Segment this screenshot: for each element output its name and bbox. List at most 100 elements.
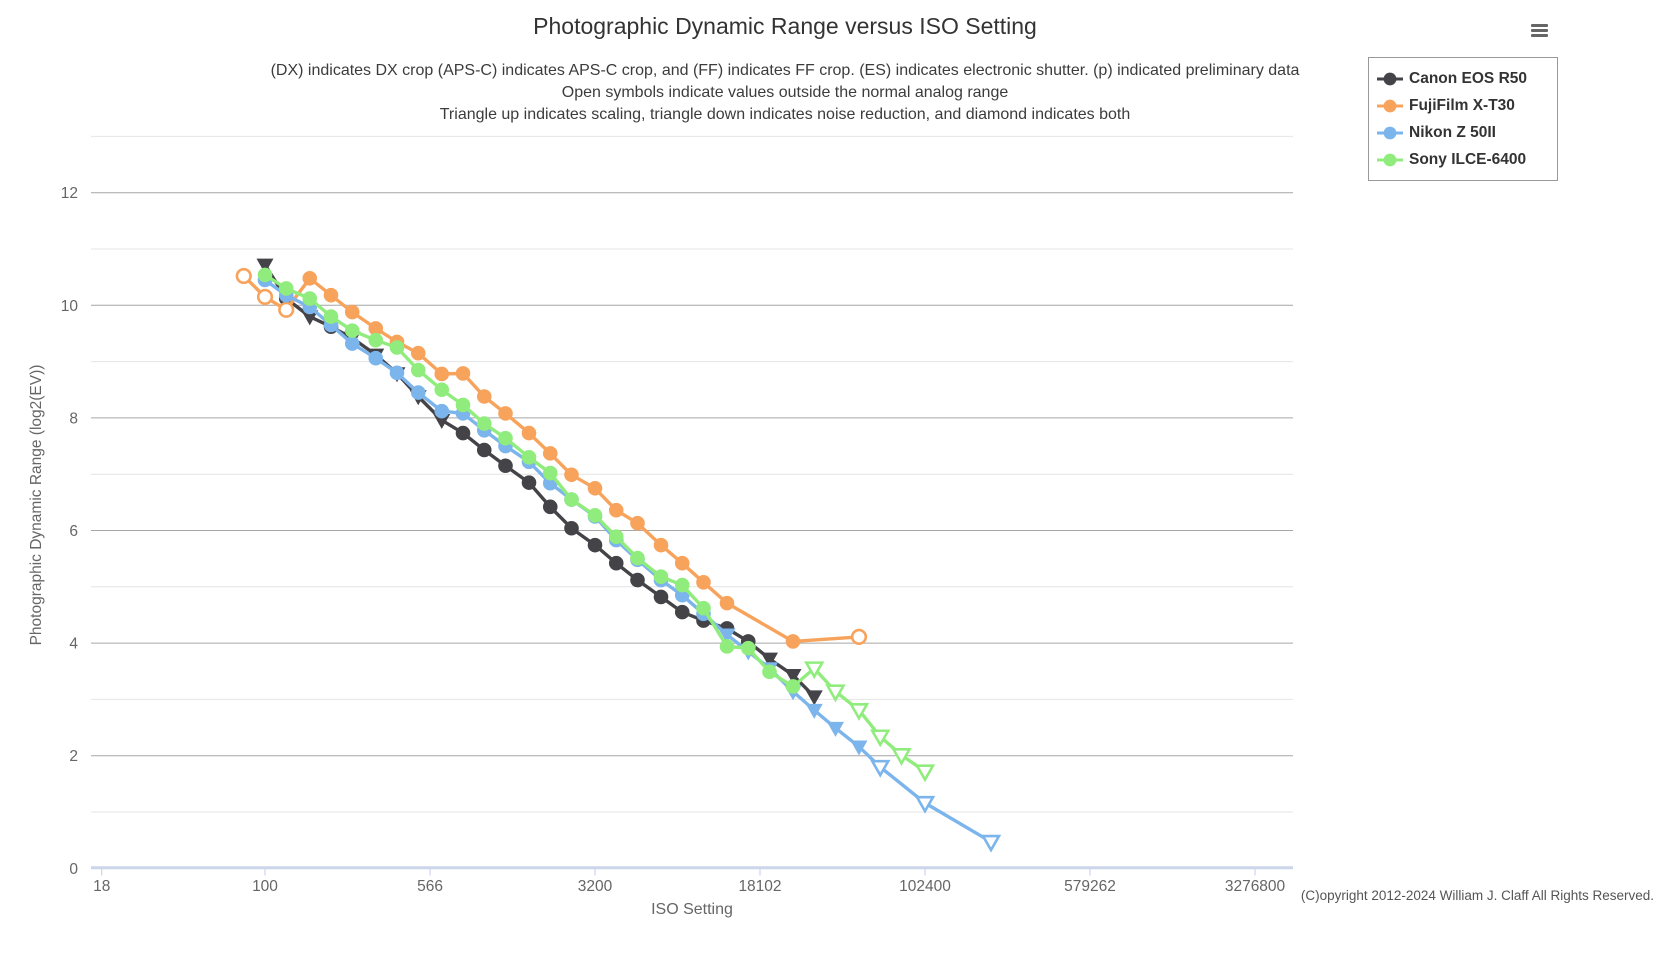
data-point xyxy=(587,537,603,553)
y-tick-label-12: 12 xyxy=(61,185,78,202)
data-point xyxy=(674,577,690,593)
chart-subtitle-line-2: Open symbols indicate values outside the… xyxy=(561,84,1009,101)
y-tick-label-4: 4 xyxy=(69,636,78,653)
title-band: Photographic Dynamic Range versus ISO Se… xyxy=(0,0,1570,40)
data-point xyxy=(608,555,624,571)
x-tick-label-3276800: 3276800 xyxy=(1225,878,1286,895)
data-point xyxy=(476,389,492,404)
data-point xyxy=(542,499,558,515)
legend: Canon EOS R50 FujiFilm X-T30 Nikon Z 50II S… xyxy=(1368,57,1558,181)
data-point xyxy=(564,520,579,536)
legend-label: Nikon Z 50II xyxy=(1409,123,1496,141)
series-sony-ilce-6400 xyxy=(257,267,936,783)
data-point xyxy=(785,634,801,649)
data-point-open xyxy=(235,267,252,285)
y-tick-label-8: 8 xyxy=(69,410,78,427)
data-point xyxy=(434,366,450,382)
data-point xyxy=(630,550,645,566)
hamburger-bar xyxy=(1531,34,1548,37)
data-point xyxy=(410,385,426,400)
legend-marker-icon xyxy=(1377,72,1403,85)
data-point xyxy=(455,425,471,441)
x-tick-label-18102: 18102 xyxy=(738,878,781,895)
data-point-triangle-down xyxy=(805,703,823,719)
data-point-triangle-down xyxy=(256,258,274,274)
hamburger-menu-icon[interactable] xyxy=(1531,24,1548,37)
legend-label: Canon EOS R50 xyxy=(1409,69,1527,87)
data-point-open xyxy=(850,628,868,646)
data-point xyxy=(368,332,384,348)
data-point xyxy=(410,362,426,378)
data-point xyxy=(587,507,603,523)
y-tick-label-10: 10 xyxy=(61,298,79,315)
y-axis-title: Photographic Dynamic Range (log2(EV)) xyxy=(28,364,45,646)
x-axis: 18 100 566 3200 18102 102400 579262 3276800 xyxy=(91,866,1293,895)
data-point xyxy=(542,465,558,481)
data-point-triangle-down-open xyxy=(804,661,825,680)
hamburger-bar xyxy=(1531,24,1548,27)
data-point-triangle-down-open xyxy=(825,684,846,703)
legend-marker-icon xyxy=(1377,153,1403,166)
data-point xyxy=(719,639,735,654)
data-point xyxy=(653,569,669,584)
legend-label: FujiFilm X-T30 xyxy=(1409,96,1515,114)
y-tick-label-2: 2 xyxy=(69,748,78,765)
copyright-text: (C)opyright 2012-2024 William J. Claff A… xyxy=(1300,888,1654,903)
data-point xyxy=(740,640,756,656)
data-point xyxy=(653,537,669,553)
data-point xyxy=(302,291,318,306)
data-point xyxy=(455,366,471,381)
data-point-open xyxy=(256,288,274,305)
data-point xyxy=(410,345,426,361)
hamburger-bar xyxy=(1531,29,1548,32)
data-point xyxy=(564,467,579,483)
chart-subtitle-line-3: Triangle up indicates scaling, triangle … xyxy=(439,106,1131,123)
data-point xyxy=(587,480,603,496)
data-point xyxy=(389,340,405,355)
data-point xyxy=(498,406,513,421)
data-point xyxy=(696,600,711,616)
data-point-triangle-down xyxy=(850,740,868,756)
subtitle-band: (DX) indicates DX crop (APS-C) indicates… xyxy=(0,60,1570,126)
data-point xyxy=(630,515,645,531)
data-point-triangle-down xyxy=(784,668,802,684)
data-point xyxy=(608,529,624,544)
data-point-triangle-down-open xyxy=(914,764,936,783)
data-point xyxy=(653,589,669,605)
legend-item-fujifilm-x-t30[interactable]: FujiFilm X-T30 xyxy=(1377,92,1547,119)
data-point xyxy=(389,365,405,381)
data-point xyxy=(608,502,624,518)
chart-subtitle-line-1: (DX) indicates DX crop (APS-C) indicates… xyxy=(270,62,1300,79)
data-point xyxy=(785,679,801,694)
data-point xyxy=(476,442,492,458)
series-canon-eos-r50 xyxy=(256,258,823,706)
data-point-triangle-down xyxy=(301,310,319,326)
legend-item-sony-ilce-6400[interactable]: Sony ILCE-6400 xyxy=(1377,146,1547,173)
data-point-triangle-down xyxy=(433,413,451,429)
data-point xyxy=(521,425,537,441)
x-tick-label-3200: 3200 xyxy=(578,878,613,895)
legend-item-nikon-z-50ii[interactable]: Nikon Z 50II xyxy=(1377,119,1547,146)
x-axis-title: ISO Setting xyxy=(651,901,733,918)
legend-marker-icon xyxy=(1377,99,1403,112)
x-tick-label-579262: 579262 xyxy=(1064,878,1116,895)
y-tick-label-6: 6 xyxy=(69,523,78,540)
data-point xyxy=(521,450,537,465)
x-tick-label-100: 100 xyxy=(252,878,278,895)
data-point xyxy=(542,446,558,461)
data-point-triangle-down xyxy=(805,690,823,706)
data-point xyxy=(323,309,339,324)
legend-item-canon-eos-r50[interactable]: Canon EOS R50 xyxy=(1377,65,1547,92)
data-point xyxy=(719,595,735,611)
data-point xyxy=(762,664,777,680)
data-point xyxy=(344,304,360,320)
legend-label: Sony ILCE-6400 xyxy=(1409,150,1527,168)
x-tick-label-102400: 102400 xyxy=(899,878,951,895)
data-point xyxy=(455,397,471,413)
data-point-triangle-down-open xyxy=(870,759,891,778)
data-point xyxy=(323,287,339,303)
data-point xyxy=(434,382,450,398)
data-point xyxy=(630,572,645,588)
data-point xyxy=(498,430,513,446)
